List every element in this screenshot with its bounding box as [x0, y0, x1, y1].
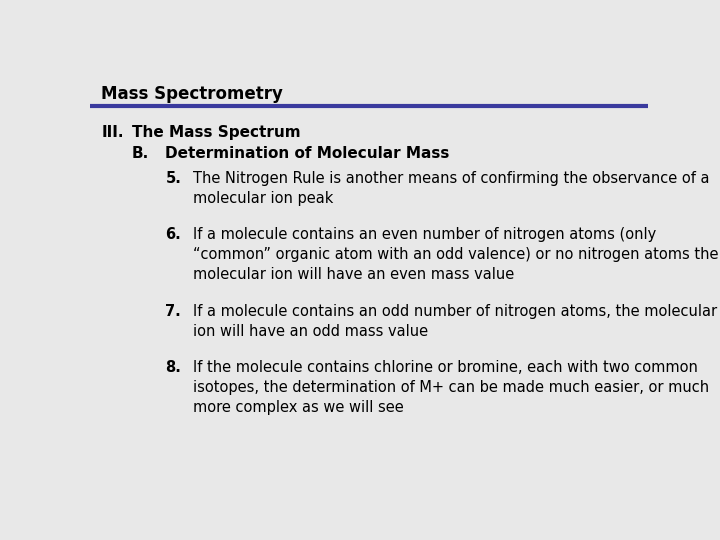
Text: 6.: 6.	[166, 227, 181, 242]
Text: molecular ion peak: molecular ion peak	[193, 191, 333, 206]
Text: isotopes, the determination of M+ can be made much easier, or much: isotopes, the determination of M+ can be…	[193, 380, 709, 395]
Text: 8.: 8.	[166, 360, 181, 375]
Text: ion will have an odd mass value: ion will have an odd mass value	[193, 324, 428, 339]
Text: 5.: 5.	[166, 171, 181, 186]
Text: Determination of Molecular Mass: Determination of Molecular Mass	[166, 146, 450, 161]
Text: If a molecule contains an even number of nitrogen atoms (only: If a molecule contains an even number of…	[193, 227, 657, 242]
Text: If the molecule contains chlorine or bromine, each with two common: If the molecule contains chlorine or bro…	[193, 360, 698, 375]
Text: B.: B.	[132, 146, 149, 161]
Text: The Nitrogen Rule is another means of confirming the observance of a: The Nitrogen Rule is another means of co…	[193, 171, 710, 186]
Text: “common” organic atom with an odd valence) or no nitrogen atoms the: “common” organic atom with an odd valenc…	[193, 247, 719, 262]
Text: more complex as we will see: more complex as we will see	[193, 400, 404, 415]
Text: 7.: 7.	[166, 304, 181, 319]
Text: The Mass Spectrum: The Mass Spectrum	[132, 125, 300, 140]
Text: III.: III.	[101, 125, 124, 140]
Text: Mass Spectrometry: Mass Spectrometry	[101, 85, 283, 103]
Text: If a molecule contains an odd number of nitrogen atoms, the molecular: If a molecule contains an odd number of …	[193, 304, 717, 319]
Text: molecular ion will have an even mass value: molecular ion will have an even mass val…	[193, 267, 515, 282]
